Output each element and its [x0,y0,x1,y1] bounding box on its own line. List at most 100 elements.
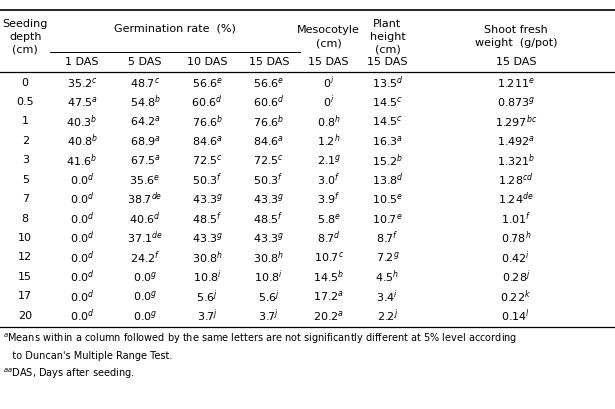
Text: 48.5$^f$: 48.5$^f$ [253,210,284,227]
Text: 2.1$^g$: 2.1$^g$ [317,153,341,167]
Text: $^{aa}$DAS, Days after seeding.: $^{aa}$DAS, Days after seeding. [3,367,135,381]
Text: 54.8$^b$: 54.8$^b$ [130,94,161,110]
Text: 15 DAS: 15 DAS [309,57,349,67]
Text: Seeding
depth
(cm): Seeding depth (cm) [2,19,48,55]
Text: 1.321$^b$: 1.321$^b$ [497,152,535,169]
Text: 1.2$^h$: 1.2$^h$ [317,133,341,149]
Text: 0.0$^d$: 0.0$^d$ [69,191,95,207]
Text: 0.0$^g$: 0.0$^g$ [133,289,157,303]
Text: 10: 10 [18,233,32,243]
Text: 0.0$^d$: 0.0$^d$ [69,230,95,246]
Text: 56.6$^e$: 56.6$^e$ [253,76,284,90]
Text: 10.8$^i$: 10.8$^i$ [255,269,283,285]
Text: 0$^i$: 0$^i$ [323,94,335,110]
Text: 24.2$^f$: 24.2$^f$ [130,249,160,266]
Text: Germination rate  (%): Germination rate (%) [114,24,236,34]
Text: 47.5$^a$: 47.5$^a$ [66,95,98,109]
Text: 48.7$^c$: 48.7$^c$ [130,76,161,90]
Text: 30.8$^h$: 30.8$^h$ [253,249,284,266]
Text: 43.3$^g$: 43.3$^g$ [253,192,285,206]
Text: 0.8$^h$: 0.8$^h$ [317,113,341,130]
Text: 15 DAS: 15 DAS [496,57,536,67]
Text: to Duncan's Multiple Range Test.: to Duncan's Multiple Range Test. [3,351,172,361]
Text: 84.6$^a$: 84.6$^a$ [192,134,223,148]
Text: 1.01$^f$: 1.01$^f$ [501,210,531,227]
Text: 15 DAS: 15 DAS [248,57,289,67]
Text: 40.6$^d$: 40.6$^d$ [129,210,161,227]
Text: 40.8$^b$: 40.8$^b$ [66,133,98,149]
Text: 38.7$^{de}$: 38.7$^{de}$ [127,191,163,207]
Text: 48.5$^f$: 48.5$^f$ [192,210,223,227]
Text: 56.6$^e$: 56.6$^e$ [192,76,223,90]
Text: 13.8$^d$: 13.8$^d$ [371,171,403,188]
Text: 15 DAS: 15 DAS [367,57,408,67]
Text: 76.6$^b$: 76.6$^b$ [253,113,285,130]
Text: 3.7$^j$: 3.7$^j$ [197,308,218,324]
Text: 76.6$^b$: 76.6$^b$ [191,113,223,130]
Text: 20: 20 [18,311,32,321]
Text: 5.8$^e$: 5.8$^e$ [317,211,341,226]
Text: 10.8$^i$: 10.8$^i$ [193,269,221,285]
Text: 1.211$^e$: 1.211$^e$ [497,76,535,90]
Text: 0.0$^d$: 0.0$^d$ [69,288,95,305]
Text: 14.5$^c$: 14.5$^c$ [372,115,403,128]
Text: Shoot fresh
weight  (g/pot): Shoot fresh weight (g/pot) [475,25,557,48]
Text: 1.297$^{bc}$: 1.297$^{bc}$ [495,113,537,130]
Text: 0.0$^d$: 0.0$^d$ [69,249,95,266]
Text: 17.2$^a$: 17.2$^a$ [314,289,344,303]
Text: 68.9$^a$: 68.9$^a$ [130,134,161,148]
Text: Mesocotyle
(cm): Mesocotyle (cm) [297,25,360,48]
Text: 16.3$^a$: 16.3$^a$ [372,134,403,148]
Text: 0.0$^d$: 0.0$^d$ [69,269,95,285]
Text: 14.5$^b$: 14.5$^b$ [313,269,344,285]
Text: 3.9$^f$: 3.9$^f$ [317,191,341,207]
Text: 0.5: 0.5 [17,97,34,107]
Text: 0.42$^i$: 0.42$^i$ [501,249,531,266]
Text: 0.0$^d$: 0.0$^d$ [69,308,95,324]
Text: 35.2$^c$: 35.2$^c$ [67,76,97,90]
Text: 1: 1 [22,117,29,126]
Text: 72.5$^c$: 72.5$^c$ [192,153,223,167]
Text: $^a$Means within a column followed by the same letters are not significantly dif: $^a$Means within a column followed by th… [3,332,517,346]
Text: 3.7$^j$: 3.7$^j$ [258,308,279,324]
Text: 3: 3 [22,155,29,165]
Text: 13.5$^d$: 13.5$^d$ [371,74,403,91]
Text: 43.3$^g$: 43.3$^g$ [191,192,223,206]
Text: 3.0$^f$: 3.0$^f$ [317,171,341,188]
Text: 40.3$^b$: 40.3$^b$ [66,113,98,130]
Text: 5 DAS: 5 DAS [129,57,162,67]
Text: 2.2$^j$: 2.2$^j$ [377,308,398,324]
Text: 8.7$^d$: 8.7$^d$ [317,230,341,246]
Text: 3.4$^i$: 3.4$^i$ [376,288,399,305]
Text: 15: 15 [18,272,32,282]
Text: 5: 5 [22,175,29,185]
Text: 7.2$^g$: 7.2$^g$ [376,250,399,265]
Text: 43.3$^g$: 43.3$^g$ [191,231,223,245]
Text: 12: 12 [18,252,32,263]
Text: 0.0$^d$: 0.0$^d$ [69,171,95,188]
Text: 5.6$^j$: 5.6$^j$ [258,288,280,305]
Text: 1.24$^{de}$: 1.24$^{de}$ [498,191,534,207]
Text: 2: 2 [22,136,29,146]
Text: 0.873$^g$: 0.873$^g$ [497,95,535,109]
Text: 14.5$^c$: 14.5$^c$ [372,95,403,109]
Text: 64.2$^a$: 64.2$^a$ [130,115,161,128]
Text: 60.6$^d$: 60.6$^d$ [191,94,223,110]
Text: 17: 17 [18,291,32,301]
Text: 20.2$^a$: 20.2$^a$ [314,309,344,323]
Text: 0: 0 [22,78,29,88]
Text: 8: 8 [22,213,29,224]
Text: 0.14$^l$: 0.14$^l$ [501,308,531,324]
Text: 84.6$^a$: 84.6$^a$ [253,134,284,148]
Text: 72.5$^c$: 72.5$^c$ [253,153,284,167]
Text: 15.2$^b$: 15.2$^b$ [372,152,403,169]
Text: 1 DAS: 1 DAS [65,57,99,67]
Text: 30.8$^h$: 30.8$^h$ [192,249,223,266]
Text: 10.7$^e$: 10.7$^e$ [372,211,403,226]
Text: 4.5$^h$: 4.5$^h$ [375,269,400,285]
Text: 10.5$^e$: 10.5$^e$ [372,192,403,206]
Text: 1.28$^{cd}$: 1.28$^{cd}$ [498,171,534,188]
Text: 41.6$^b$: 41.6$^b$ [66,152,98,169]
Text: 10 DAS: 10 DAS [187,57,228,67]
Text: 67.5$^a$: 67.5$^a$ [130,153,161,167]
